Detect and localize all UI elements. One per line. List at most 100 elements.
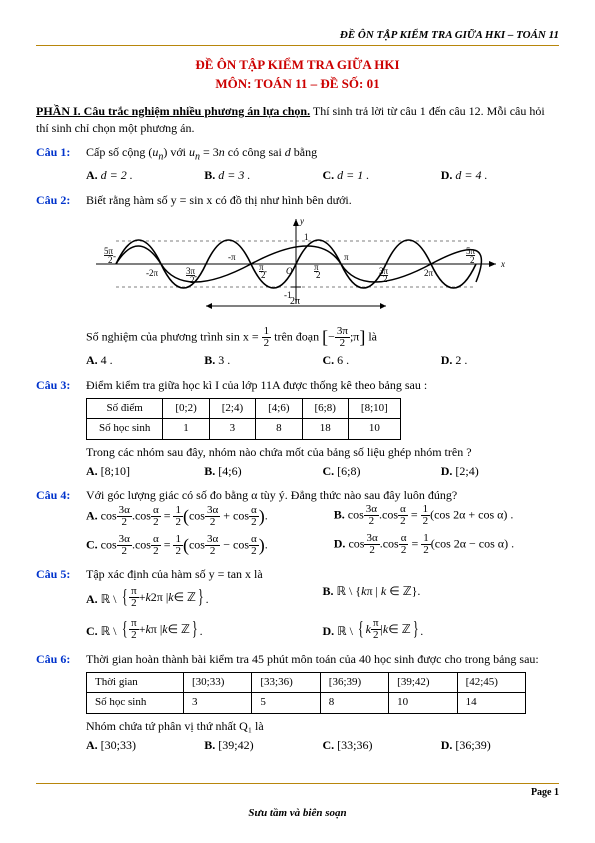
question-6: Câu 6: Thời gian hoàn thành bài kiểm tra…	[36, 651, 559, 668]
q2-D: 2 .	[455, 353, 467, 367]
svg-text:-π: -π	[228, 252, 236, 262]
footer-rule	[36, 783, 559, 784]
doc-title-1: ĐỀ ÔN TẬP KIỂM TRA GIỮA HKI	[36, 56, 559, 74]
q6-h1: [30;33)	[184, 673, 252, 693]
q2-label: Câu 2:	[36, 192, 86, 209]
q1-t4: bằng	[291, 145, 317, 159]
svg-text:2: 2	[316, 270, 321, 280]
svg-text:2π: 2π	[290, 296, 300, 307]
page-header: ĐỀ ÔN TẬP KIỂM TRA GIỮA HKI – TOÁN 11	[36, 28, 559, 46]
doc-title-2: MÔN: TOÁN 11 – ĐỀ SỐ: 01	[36, 75, 559, 93]
q1-t2: với	[167, 145, 189, 159]
q1-t3: có công sai	[225, 145, 285, 159]
q5-C: C. ℝ \ {π2 + kπ | k ∈ ℤ}.	[86, 615, 323, 643]
q6-r1: 3	[184, 693, 252, 713]
question-3: Câu 3: Điểm kiểm tra giữa học kì I của l…	[36, 377, 559, 394]
q1-D: D. d = 4 .	[441, 167, 559, 184]
q6-h0: Thời gian	[87, 673, 184, 693]
q1-B: B. d = 3 .	[204, 167, 322, 184]
svg-text:x: x	[500, 259, 505, 269]
q2-options: A. 4 . B. 3 . C. 6 . D. 2 .	[86, 352, 559, 369]
q2-C: 6 .	[337, 353, 349, 367]
svg-text:2π: 2π	[424, 268, 434, 278]
q5-text: Tập xác định của hàm số y = tan x là	[86, 566, 559, 583]
q5-row1: A. ℝ \ {π2 + k2π | k ∈ ℤ}. B. ℝ \ {kπ | …	[86, 583, 559, 611]
q6-label: Câu 6:	[36, 651, 86, 668]
svg-text:π: π	[344, 252, 349, 262]
q3-r2: 3	[209, 419, 255, 439]
q3-h3: [4;6)	[256, 398, 302, 418]
q6-D: [36;39)	[455, 738, 490, 752]
q1-D-txt: d = 4 .	[455, 168, 487, 182]
phan-1-label: PHẦN I. Câu trắc nghiệm nhiều phương án …	[36, 104, 310, 118]
q6-text: Thời gian hoàn thành bài kiểm tra 45 phú…	[86, 651, 559, 668]
q5-D: D. ℝ \ {kπ2 | k ∈ ℤ}.	[323, 615, 560, 643]
svg-text:-2π: -2π	[146, 268, 158, 278]
q3-B: [4;6)	[218, 464, 241, 478]
q2-sc: là	[365, 329, 377, 343]
q3-text: Điểm kiểm tra giữa học kì I của lớp 11A …	[86, 377, 559, 394]
q1-C: C. d = 1 .	[323, 167, 441, 184]
question-4: Câu 4: Với góc lượng giác có số đo bằng …	[36, 487, 559, 504]
q4-text: Với góc lượng giác có số đo bằng α tùy ý…	[86, 487, 559, 504]
q5-B: B. ℝ \ {kπ | k ∈ ℤ}.	[323, 583, 560, 611]
q4-row2: C. cos3α2.cosα2 = 12(cos3α2 − cosα2). D.…	[86, 533, 559, 558]
phan-1-intro: PHẦN I. Câu trắc nghiệm nhiều phương án …	[36, 103, 559, 137]
footer-text: Sưu tầm và biên soạn	[36, 806, 559, 821]
q6-sub: Nhóm chứa tứ phân vị thứ nhất Q₁ là	[86, 718, 559, 735]
q2-sa: Số nghiệm của phương trình sin x =	[86, 329, 262, 343]
q6-r5: 14	[457, 693, 525, 713]
q1-options: A. d = 2 . B. d = 3 . C. d = 1 . D. d = …	[86, 167, 559, 184]
svg-text:y: y	[299, 216, 304, 226]
q3-sub: Trong các nhóm sau đây, nhóm nào chứa mố…	[86, 444, 559, 461]
q3-r1: 1	[163, 419, 209, 439]
q3-table: Số điểm[0;2)[2;4)[4;6)[6;8)[8;10] Số học…	[86, 398, 401, 440]
q6-r2: 5	[252, 693, 320, 713]
q6-r3: 8	[320, 693, 388, 713]
svg-text:2: 2	[383, 274, 388, 284]
q2-text: Biết rằng hàm số y = sin x có đồ thị như…	[86, 192, 559, 209]
svg-text:1: 1	[304, 232, 309, 242]
page-number: Page 1	[36, 786, 559, 800]
q1-A: A. d = 2 .	[86, 167, 204, 184]
q4-D: D. cos3α2.cosα2 = 12(cos 2α − cos α) .	[334, 533, 559, 558]
q6-table: Thời gian[30;33)[33;36)[36;39)[39;42)[42…	[86, 672, 526, 714]
q3-r5: 10	[348, 419, 400, 439]
q6-h4: [39;42)	[389, 673, 457, 693]
q2-B: 3 .	[218, 353, 230, 367]
q3-label: Câu 3:	[36, 377, 86, 394]
q5-row2: C. ℝ \ {π2 + kπ | k ∈ ℤ}. D. ℝ \ {kπ2 | …	[86, 615, 559, 643]
svg-text:2: 2	[261, 270, 266, 280]
q1-text: Cấp số cộng (un) với un = 3n có công sai…	[86, 144, 559, 164]
q5-A: A. ℝ \ {π2 + k2π | k ∈ ℤ}.	[86, 583, 323, 611]
q3-h4: [6;8)	[302, 398, 348, 418]
q6-h2: [33;36)	[252, 673, 320, 693]
q4-label: Câu 4:	[36, 487, 86, 504]
q1-C-txt: d = 1 .	[337, 168, 369, 182]
q3-h0: Số điểm	[87, 398, 163, 418]
q6-B: [39;42)	[218, 738, 253, 752]
svg-text:2: 2	[108, 255, 113, 265]
q6-r4: 10	[389, 693, 457, 713]
q6-A: [30;33)	[101, 738, 136, 752]
q1-A-txt: d = 2 .	[101, 168, 133, 182]
question-5: Câu 5: Tập xác định của hàm số y = tan x…	[36, 566, 559, 583]
q2-A: 4 .	[101, 353, 113, 367]
q5-label: Câu 5:	[36, 566, 86, 583]
q6-C: [33;36)	[337, 738, 372, 752]
q3-options: A. [8;10] B. [4;6) C. [6;8) D. [2;4)	[86, 463, 559, 480]
q2-sb: trên đoạn	[271, 329, 322, 343]
q1-label: Câu 1:	[36, 144, 86, 161]
q6-h5: [42;45)	[457, 673, 525, 693]
svg-text:-: -	[113, 251, 116, 261]
q3-r0: Số học sinh	[87, 419, 163, 439]
q6-h3: [36;39)	[320, 673, 388, 693]
question-2: Câu 2: Biết rằng hàm số y = sin x có đồ …	[36, 192, 559, 209]
q2-sub: Số nghiệm của phương trình sin x = 12 tr…	[86, 325, 559, 350]
question-1: Câu 1: Cấp số cộng (un) với un = 3n có c…	[36, 144, 559, 164]
q3-A: [8;10]	[101, 464, 130, 478]
q3-h1: [0;2)	[163, 398, 209, 418]
q3-r3: 8	[256, 419, 302, 439]
q4-A: A. cos3α2.cosα2 = 12(cos3α2 + cosα2).	[86, 504, 334, 529]
q4-row1: A. cos3α2.cosα2 = 12(cos3α2 + cosα2). B.…	[86, 504, 559, 529]
